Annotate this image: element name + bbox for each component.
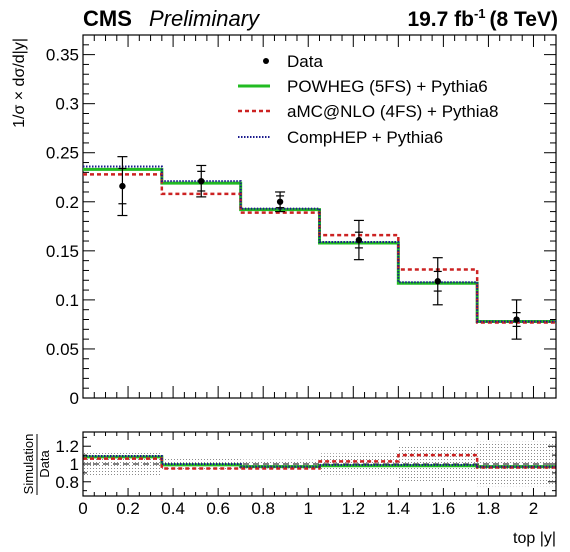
legend-label-comphep: CompHEP + Pythia6 [287,128,443,147]
main-y-tick-label: 0.3 [55,95,79,114]
legend-entry-powheg: POWHEG (5FS) + Pythia6 [238,77,488,96]
legend-label-powheg: POWHEG (5FS) + Pythia6 [287,77,488,96]
data-point-group [275,191,286,213]
data-point [513,316,520,323]
ratio-y-tick-label: 1.2 [55,437,79,456]
data-point-group [117,156,128,217]
data-point-group [511,299,522,340]
data-point-group [432,257,443,306]
ratio-y-axis-label: Simulation Data [21,434,52,495]
ratio-x-tick-label: 1.2 [341,499,365,518]
ratio-x-tick-label: 2 [529,499,538,518]
luminosity-label: 19.7 fb-1 (8 TeV) [407,6,558,31]
data-point [276,198,284,205]
ratio-x-tick-label: 0.2 [116,499,140,518]
legend-label-data: Data [287,52,323,71]
ratio-uncertainty-band [240,459,320,469]
legend-label-amcnlo: aMC@NLO (4FS) + Pythia8 [287,102,498,121]
luminosity-value: 19.7 fb [407,8,474,31]
x-axis-label: top |y| [513,530,556,547]
main-y-tick-label: 0.15 [46,242,79,261]
ratio-line-comphep-pythia6 [83,455,556,468]
ratio-x-tick-label: 1.4 [387,499,411,518]
main-y-tick-label: 0 [70,389,79,408]
main-y-tick-label: 0.1 [55,291,79,310]
experiment-label: CMS [83,6,132,31]
ratio-plot-panel: 0.811.2 0 0.2 0.4 0.6 0.8 1 1.2 1.4 1.6 1.8 2 Simu… [21,431,557,547]
main-y-tick-label: 0.25 [46,144,79,163]
data-point [355,236,363,244]
energy-label: (8 TeV) [490,8,558,31]
data-point [198,177,205,185]
data-point-group [353,219,364,261]
ratio-x-tick-label: 0.4 [161,499,185,518]
main-y-tick-label: 0.2 [55,193,79,212]
data-point [434,278,441,285]
data-point-group [196,164,207,198]
legend-entry-data: Data [263,52,323,71]
main-y-tick-label: 0.35 [46,46,79,65]
y-axis-label: 1/σ × dσ/d|y| [11,38,28,128]
legend: Data POWHEG (5FS) + Pythia6 aMC@NLO (4FS… [238,52,498,147]
ratio-x-tick-label: 1.6 [432,499,456,518]
series-line-amc-nlo-4fs-pythia8 [83,173,556,324]
main-plot-panel: 0 0.05 0.1 0.15 0.2 0.25 0.3 0.35 1/σ × dσ/d|y|… [11,34,557,408]
ratio-x-tick-label: 1 [304,499,313,518]
ratio-x-tick-label: 0 [78,499,87,518]
ratio-label-numerator: Simulation [21,434,36,495]
legend-entry-amcnlo: aMC@NLO (4FS) + Pythia8 [238,102,498,121]
status-label: Preliminary [149,6,261,31]
ratio-y-tick-label: 1 [70,455,79,474]
ratio-label-denominator: Data [37,450,52,478]
ratio-x-tick-label: 0.6 [206,499,230,518]
luminosity-exponent: -1 [474,6,486,21]
ratio-y-tick-label: 0.8 [55,473,79,492]
data-point [119,182,126,190]
ratio-x-tick-label: 0.8 [251,499,275,518]
series-line-powheg-5fs-pythia6 [83,167,556,323]
legend-marker-data [263,58,269,64]
ratio-line-amc-nlo-4fs-pythia8 [83,453,556,470]
ratio-x-tick-label: 1.8 [477,499,501,518]
series-line-comphep-pythia6 [83,165,556,323]
main-y-tick-label: 0.05 [46,340,79,359]
legend-entry-comphep: CompHEP + Pythia6 [238,128,443,147]
